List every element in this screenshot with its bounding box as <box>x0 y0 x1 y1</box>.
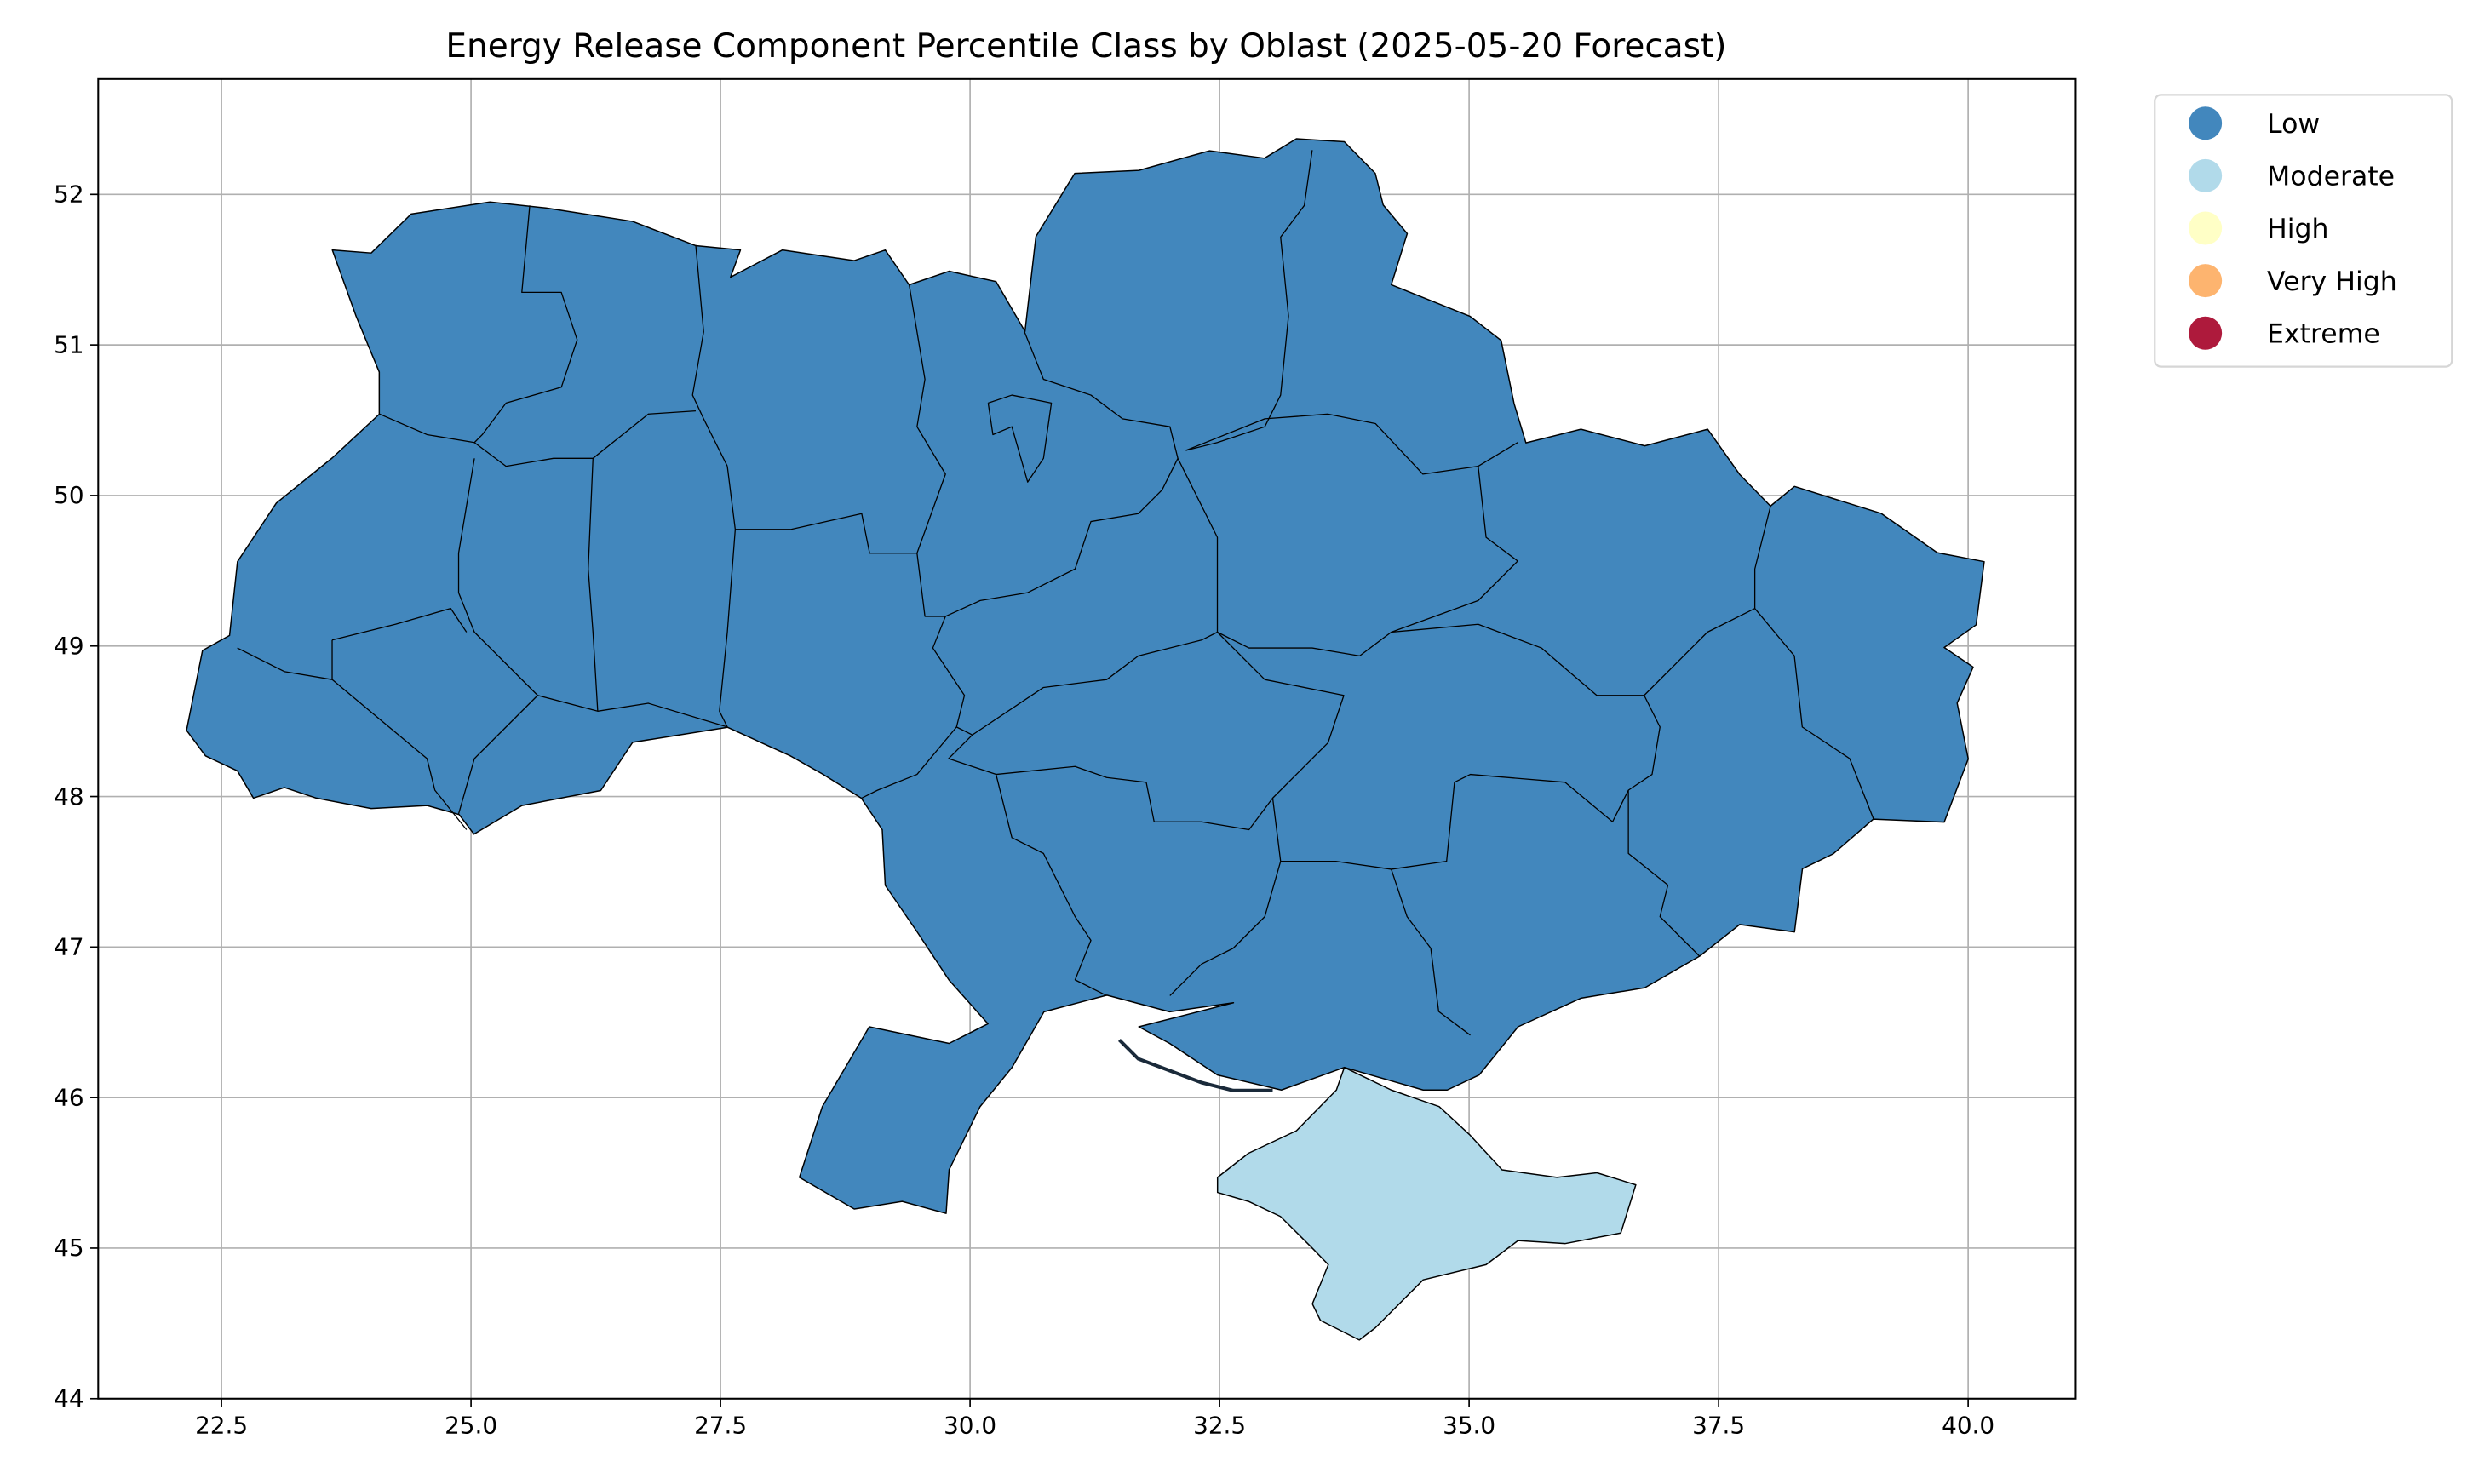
oblast-boundary <box>1611 695 1661 822</box>
oblast-boundary <box>473 205 578 444</box>
oblast-boundary <box>588 458 599 712</box>
oblast-boundary <box>1391 608 1755 696</box>
y-tick-label: 49 <box>54 632 83 660</box>
oblast-boundary <box>996 774 1107 997</box>
oblast-boundary <box>331 679 468 830</box>
legend-marker-very-high <box>2189 264 2223 298</box>
x-tick-label: 27.5 <box>694 1412 747 1440</box>
axes-frame <box>97 77 2077 1400</box>
oblast-boundary <box>916 553 946 617</box>
oblast-boundary <box>1169 798 1282 996</box>
x-tick-label: 25.0 <box>445 1412 497 1440</box>
oblast-boundary <box>457 458 538 696</box>
x-tick-label: 22.5 <box>195 1412 248 1440</box>
oblast-boundary <box>944 458 1179 617</box>
oblast-boundary <box>932 616 973 736</box>
oblast-boundary <box>1185 413 1518 475</box>
legend-marker-low <box>2189 106 2223 140</box>
y-tick-label: 50 <box>54 481 83 509</box>
oblast-boundary <box>861 726 957 799</box>
oblast-boundary <box>457 695 538 815</box>
x-tick-label: 37.5 <box>1692 1412 1745 1440</box>
oblast-boundary <box>719 466 737 728</box>
legend-label: Very High <box>2267 266 2397 297</box>
chart-title: Energy Release Component Percentile Clas… <box>445 27 1726 66</box>
legend: Low Moderate High Very High Extreme <box>2154 94 2453 368</box>
y-tick-label: 47 <box>54 933 83 961</box>
map-regions <box>186 138 1985 1341</box>
oblast-boundary <box>987 394 1053 483</box>
oblast-boundary <box>537 695 728 728</box>
oblast-boundary <box>1217 631 1360 656</box>
oblast-boundary <box>908 284 946 553</box>
legend-marker-extreme <box>2189 316 2223 350</box>
legend-marker-high <box>2189 211 2223 245</box>
region-moderate <box>1216 1066 1637 1341</box>
y-tick-label: 52 <box>54 180 83 209</box>
oblast-boundary <box>473 410 697 467</box>
legend-label: High <box>2267 214 2329 244</box>
x-tick-label: 32.5 <box>1193 1412 1246 1440</box>
oblast-boundary <box>948 734 996 776</box>
oblast-boundary <box>237 639 333 680</box>
x-axis: 22.5 25.0 27.5 30.0 32.5 35.0 37.5 40.0 <box>195 1398 1994 1440</box>
oblast-boundary <box>1359 466 1518 656</box>
y-tick-label: 48 <box>54 782 83 811</box>
y-tick-label: 46 <box>54 1083 83 1111</box>
y-tick-label: 44 <box>54 1384 83 1412</box>
oblast-boundary <box>691 244 728 467</box>
oblast-boundary <box>1177 458 1219 633</box>
y-axis: 44 45 46 47 48 49 50 51 52 <box>54 180 99 1412</box>
oblast-boundary <box>972 631 1218 736</box>
y-tick-label: 45 <box>54 1234 83 1262</box>
oblast-boundary <box>331 607 468 641</box>
region-low <box>186 138 1985 1214</box>
oblast-boundary <box>379 413 475 444</box>
x-tick-label: 40.0 <box>1942 1412 1994 1440</box>
x-tick-label: 30.0 <box>944 1412 996 1440</box>
legend-label: Extreme <box>2267 318 2380 349</box>
oblast-boundary <box>1280 773 1613 870</box>
oblast-boundary <box>735 513 917 554</box>
oblast-boundary <box>1391 868 1471 1036</box>
oblast-boundary <box>1185 150 1313 451</box>
oblast-boundary <box>996 632 1345 831</box>
oblast-boundaries <box>237 150 1874 1092</box>
legend-marker-moderate <box>2189 158 2223 192</box>
oblast-boundary <box>1024 331 1179 459</box>
coastal-spit <box>1117 1038 1273 1092</box>
oblast-boundary <box>1754 608 1874 819</box>
x-tick-label: 35.0 <box>1443 1412 1495 1440</box>
oblast-boundary <box>1627 790 1701 957</box>
y-tick-label: 51 <box>54 330 83 358</box>
legend-label: Moderate <box>2267 162 2395 192</box>
oblast-boundary <box>1753 505 1771 609</box>
legend-label: Low <box>2267 109 2320 140</box>
legend-box <box>2154 94 2453 368</box>
